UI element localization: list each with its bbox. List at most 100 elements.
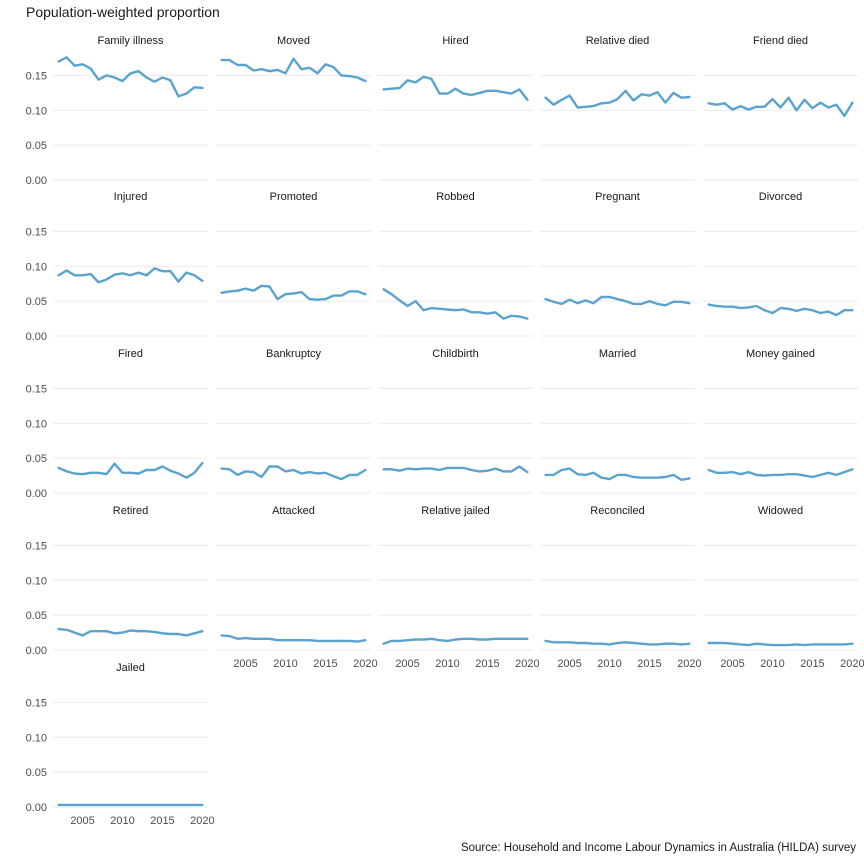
data-point-moved-2006 bbox=[252, 69, 254, 71]
panel-money-gained: Money gained bbox=[703, 348, 858, 494]
series-line-childbirth bbox=[382, 465, 529, 474]
x-tick-label-relative-jailed-3: 2020 bbox=[515, 658, 539, 670]
data-point-jailed-2013 bbox=[145, 804, 147, 806]
data-point-money-gained-2010 bbox=[771, 474, 773, 476]
data-point-widowed-2020 bbox=[851, 643, 853, 645]
data-point-retired-2008 bbox=[105, 630, 107, 632]
data-point-pregnant-2017 bbox=[664, 304, 666, 306]
data-point-relative-died-2015 bbox=[648, 94, 650, 96]
data-point-hired-2020 bbox=[526, 99, 528, 101]
data-point-friend-died-2018 bbox=[835, 104, 837, 106]
series-line-money-gained bbox=[707, 468, 854, 479]
data-point-reconciled-2010 bbox=[608, 643, 610, 645]
data-point-jailed-2005 bbox=[81, 804, 83, 806]
data-point-attacked-2004 bbox=[236, 638, 238, 640]
data-point-pregnant-2014 bbox=[640, 303, 642, 305]
panel-fired: Fired 0.00 0.05 0.10 0.15 bbox=[26, 348, 208, 500]
data-point-pregnant-2015 bbox=[648, 300, 650, 302]
data-point-family-illness-2012 bbox=[137, 70, 139, 72]
data-point-childbirth-2013 bbox=[470, 469, 472, 471]
data-point-married-2019 bbox=[680, 479, 682, 481]
data-point-widowed-2005 bbox=[731, 643, 733, 645]
y-tick-label-fired-0: 0.00 bbox=[26, 488, 47, 500]
facet-label-childbirth: Childbirth bbox=[432, 348, 478, 360]
data-point-relative-died-2009 bbox=[600, 102, 602, 104]
facet-label-reconciled: Reconciled bbox=[590, 505, 644, 517]
data-point-retired-2018 bbox=[185, 634, 187, 636]
facet-label-widowed: Widowed bbox=[758, 505, 803, 517]
data-point-friend-died-2009 bbox=[763, 106, 765, 108]
data-point-fired-2004 bbox=[73, 472, 75, 474]
data-point-fired-2011 bbox=[129, 472, 131, 474]
data-point-widowed-2016 bbox=[819, 643, 821, 645]
data-point-hired-2011 bbox=[454, 87, 456, 89]
y-tick-label-retired-2: 0.10 bbox=[26, 575, 47, 587]
data-point-divorced-2015 bbox=[811, 309, 813, 311]
data-point-relative-died-2008 bbox=[592, 105, 594, 107]
data-point-pregnant-2012 bbox=[624, 300, 626, 302]
panel-divorced: Divorced bbox=[703, 191, 858, 337]
data-point-moved-2013 bbox=[308, 67, 310, 69]
facet-label-promoted: Promoted bbox=[270, 191, 318, 203]
data-point-reconciled-2017 bbox=[664, 643, 666, 645]
data-point-jailed-2019 bbox=[193, 804, 195, 806]
data-point-relative-died-2005 bbox=[568, 94, 570, 96]
y-tick-label-jailed-3: 0.15 bbox=[26, 697, 47, 709]
data-point-relative-died-2019 bbox=[680, 97, 682, 99]
data-point-jailed-2009 bbox=[113, 804, 115, 806]
y-tick-label-retired-3: 0.15 bbox=[26, 540, 47, 552]
data-point-jailed-2016 bbox=[169, 804, 171, 806]
panel-robbed: Robbed bbox=[378, 191, 533, 337]
data-point-money-gained-2013 bbox=[795, 473, 797, 475]
data-point-money-gained-2011 bbox=[779, 474, 781, 476]
data-point-money-gained-2016 bbox=[819, 474, 821, 476]
data-point-robbed-2011 bbox=[454, 309, 456, 311]
data-point-reconciled-2019 bbox=[680, 643, 682, 645]
data-point-moved-2019 bbox=[356, 76, 358, 78]
data-point-moved-2010 bbox=[284, 72, 286, 74]
data-point-reconciled-2008 bbox=[592, 643, 594, 645]
data-point-retired-2003 bbox=[65, 629, 67, 631]
y-tick-label-jailed-2: 0.10 bbox=[26, 732, 47, 744]
data-point-childbirth-2015 bbox=[486, 469, 488, 471]
series-line-reconciled bbox=[544, 639, 691, 646]
data-point-fired-2016 bbox=[169, 469, 171, 471]
data-point-attacked-2012 bbox=[300, 639, 302, 641]
data-point-attacked-2017 bbox=[340, 640, 342, 642]
panel-pregnant: Pregnant bbox=[540, 191, 695, 337]
data-point-relative-died-2017 bbox=[664, 101, 666, 103]
data-point-family-illness-2017 bbox=[177, 95, 179, 97]
data-point-pregnant-2003 bbox=[552, 301, 554, 303]
data-point-reconciled-2005 bbox=[568, 641, 570, 643]
data-point-childbirth-2018 bbox=[510, 470, 512, 472]
facet-label-relative-died: Relative died bbox=[586, 35, 650, 47]
data-point-married-2013 bbox=[632, 476, 634, 478]
data-point-relative-jailed-2004 bbox=[398, 640, 400, 642]
data-point-reconciled-2003 bbox=[552, 641, 554, 643]
data-point-divorced-2020 bbox=[851, 309, 853, 311]
data-point-pregnant-2002 bbox=[544, 298, 546, 300]
data-point-injured-2010 bbox=[121, 272, 123, 274]
panel-bankruptcy: Bankruptcy bbox=[216, 348, 371, 494]
data-point-friend-died-2008 bbox=[755, 106, 757, 108]
data-point-attacked-2019 bbox=[356, 640, 358, 642]
data-point-fired-2006 bbox=[89, 472, 91, 474]
data-point-divorced-2018 bbox=[835, 314, 837, 316]
data-point-hired-2015 bbox=[486, 90, 488, 92]
y-tick-label-injured-0: 0.00 bbox=[26, 331, 47, 343]
data-point-jailed-2003 bbox=[65, 804, 67, 806]
data-point-married-2016 bbox=[656, 476, 658, 478]
data-point-fired-2018 bbox=[185, 476, 187, 478]
series-line-married bbox=[544, 467, 691, 481]
data-point-childbirth-2007 bbox=[422, 467, 424, 469]
facet-label-married: Married bbox=[599, 348, 636, 360]
data-point-moved-2017 bbox=[340, 74, 342, 76]
data-point-robbed-2019 bbox=[518, 315, 520, 317]
data-point-jailed-2011 bbox=[129, 804, 131, 806]
data-point-jailed-2012 bbox=[137, 804, 139, 806]
data-point-family-illness-2003 bbox=[65, 56, 67, 58]
data-point-friend-died-2015 bbox=[811, 107, 813, 109]
data-point-robbed-2016 bbox=[494, 311, 496, 313]
data-point-pregnant-2013 bbox=[632, 303, 634, 305]
data-point-bankruptcy-2011 bbox=[292, 469, 294, 471]
